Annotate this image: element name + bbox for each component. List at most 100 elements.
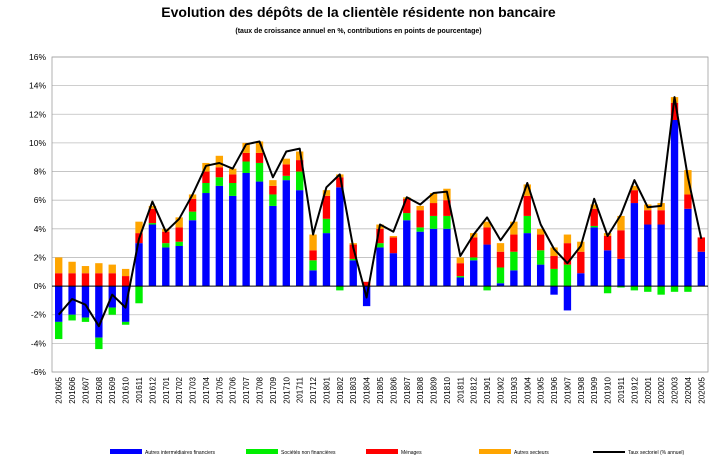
legend-label: Autres secteurs bbox=[514, 450, 549, 456]
bar-segment bbox=[148, 224, 157, 287]
x-tick-label: 201607 bbox=[81, 376, 90, 403]
bar-segment bbox=[148, 205, 157, 209]
bar-segment bbox=[470, 237, 478, 258]
y-tick-label: -4% bbox=[31, 338, 47, 348]
bar-segment bbox=[95, 337, 103, 350]
x-tick-label: 201804 bbox=[363, 376, 372, 403]
bar-segment bbox=[269, 185, 277, 195]
bar-segment bbox=[162, 243, 170, 248]
x-tick-label: 201707 bbox=[242, 376, 251, 403]
bar-segment bbox=[336, 187, 344, 287]
x-tick-label: 201805 bbox=[376, 376, 385, 403]
bar-segment bbox=[443, 215, 451, 229]
x-tick-label: 201611 bbox=[135, 376, 144, 403]
y-tick-label: 14% bbox=[29, 81, 46, 91]
bar-segment bbox=[376, 228, 384, 244]
bar-segment bbox=[403, 213, 411, 221]
bar-segment bbox=[496, 267, 505, 284]
legend-swatch bbox=[246, 449, 278, 454]
bar-segment bbox=[81, 286, 90, 318]
bar-segment bbox=[55, 257, 63, 274]
bar-segment bbox=[295, 160, 304, 172]
bar-segment bbox=[309, 234, 317, 251]
bar-segment bbox=[322, 233, 331, 287]
bar-segment bbox=[95, 273, 103, 287]
bar-segment bbox=[483, 221, 491, 228]
bar-segment bbox=[630, 286, 639, 291]
bar-segment bbox=[349, 258, 357, 261]
x-tick-label: 201703 bbox=[189, 376, 198, 403]
x-tick-label: 201609 bbox=[108, 376, 117, 403]
x-tick-label: 201906 bbox=[550, 376, 559, 403]
bar-segment bbox=[630, 203, 639, 287]
rate-line-layer bbox=[57, 96, 703, 328]
x-tick-label: 201809 bbox=[430, 376, 439, 403]
x-tick-label: 201712 bbox=[309, 376, 318, 403]
bar-segment bbox=[295, 190, 304, 287]
bar-segment bbox=[510, 221, 518, 235]
bar-segment bbox=[376, 243, 384, 248]
bar-segment bbox=[188, 220, 197, 287]
bar-segment bbox=[336, 286, 344, 291]
bar-segment bbox=[684, 208, 692, 287]
bar-segment bbox=[523, 215, 531, 234]
bar-segment bbox=[617, 215, 625, 231]
bar-segment bbox=[483, 286, 491, 291]
bar-segment bbox=[282, 175, 290, 181]
bar-segment bbox=[684, 194, 692, 209]
bar-segment bbox=[255, 152, 264, 163]
bar-segment bbox=[148, 208, 157, 224]
x-tick-label: 201908 bbox=[577, 376, 586, 403]
bar-segment bbox=[670, 120, 679, 287]
bar-segment bbox=[175, 246, 183, 287]
bar-segment bbox=[362, 281, 371, 287]
bar-segment bbox=[590, 227, 598, 287]
bar-segment bbox=[389, 237, 398, 254]
bar-segment bbox=[456, 276, 465, 278]
x-tick-label: 201606 bbox=[68, 376, 77, 403]
bar-segment bbox=[81, 317, 90, 322]
bar-segment bbox=[657, 210, 665, 225]
bar-segment bbox=[590, 208, 598, 226]
bar-segment bbox=[95, 263, 103, 274]
bar-segment bbox=[81, 266, 90, 274]
x-tick-label: 201808 bbox=[416, 376, 425, 403]
axes: -6% -4% -2% 0% 2% 4% 6% 8% 10% 12% 14% 16% 201605 201… bbox=[29, 52, 709, 404]
x-tick-label: 201803 bbox=[349, 376, 358, 403]
bar-segment bbox=[429, 215, 438, 229]
bar-segment bbox=[657, 286, 665, 295]
bar-segment bbox=[510, 234, 518, 252]
x-tick-label: 201704 bbox=[202, 376, 211, 403]
bar-segment bbox=[242, 161, 250, 173]
bar-segment bbox=[470, 260, 478, 287]
bar-segment bbox=[670, 286, 679, 292]
bar-segment bbox=[215, 155, 224, 168]
bar-segment bbox=[550, 247, 558, 257]
bar-segment bbox=[403, 198, 411, 214]
bar-segment bbox=[550, 286, 558, 295]
y-tick-label: 2% bbox=[34, 252, 47, 262]
bar-segment bbox=[229, 183, 237, 196]
bar-segment bbox=[496, 283, 505, 287]
bar-segment bbox=[577, 251, 585, 274]
bar-segment bbox=[175, 241, 183, 246]
x-tick-label: 201905 bbox=[537, 376, 546, 403]
x-tick-label: 201812 bbox=[470, 376, 479, 403]
bar-segment bbox=[202, 193, 210, 287]
x-tick-label: 202005 bbox=[697, 376, 706, 403]
legend-label: Sociétés non financières bbox=[281, 450, 336, 456]
bar-segment bbox=[322, 190, 331, 196]
bar-segment bbox=[389, 235, 398, 238]
bar-segment bbox=[336, 177, 344, 188]
bar-segment bbox=[617, 286, 625, 288]
bar-segment bbox=[523, 233, 531, 287]
bar-segment bbox=[536, 228, 545, 235]
bar-segment bbox=[202, 183, 210, 194]
bar-segment bbox=[429, 193, 438, 204]
x-tick-label: 202004 bbox=[684, 376, 693, 403]
y-tick-label: 10% bbox=[29, 138, 46, 148]
bar-segment bbox=[536, 264, 545, 287]
bar-segment bbox=[349, 260, 357, 287]
bar-segment bbox=[496, 243, 505, 252]
